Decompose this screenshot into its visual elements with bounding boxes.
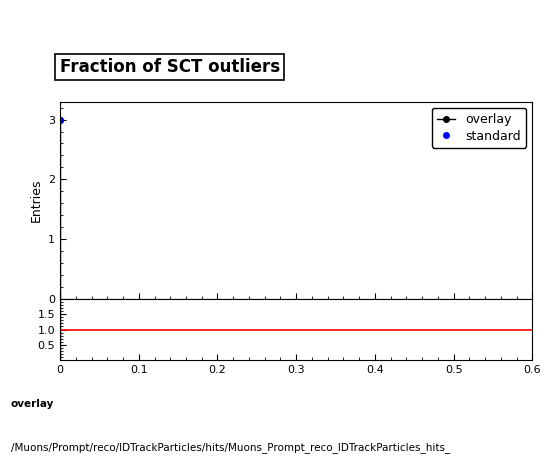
Y-axis label: Entries: Entries <box>29 178 43 222</box>
Text: /Muons/Prompt/reco/IDTrackParticles/hits/Muons_Prompt_reco_IDTrackParticles_hits: /Muons/Prompt/reco/IDTrackParticles/hits… <box>11 442 450 453</box>
Text: overlay: overlay <box>11 399 54 409</box>
Legend: overlay, standard: overlay, standard <box>432 108 526 148</box>
Text: Fraction of SCT outliers: Fraction of SCT outliers <box>60 58 280 76</box>
